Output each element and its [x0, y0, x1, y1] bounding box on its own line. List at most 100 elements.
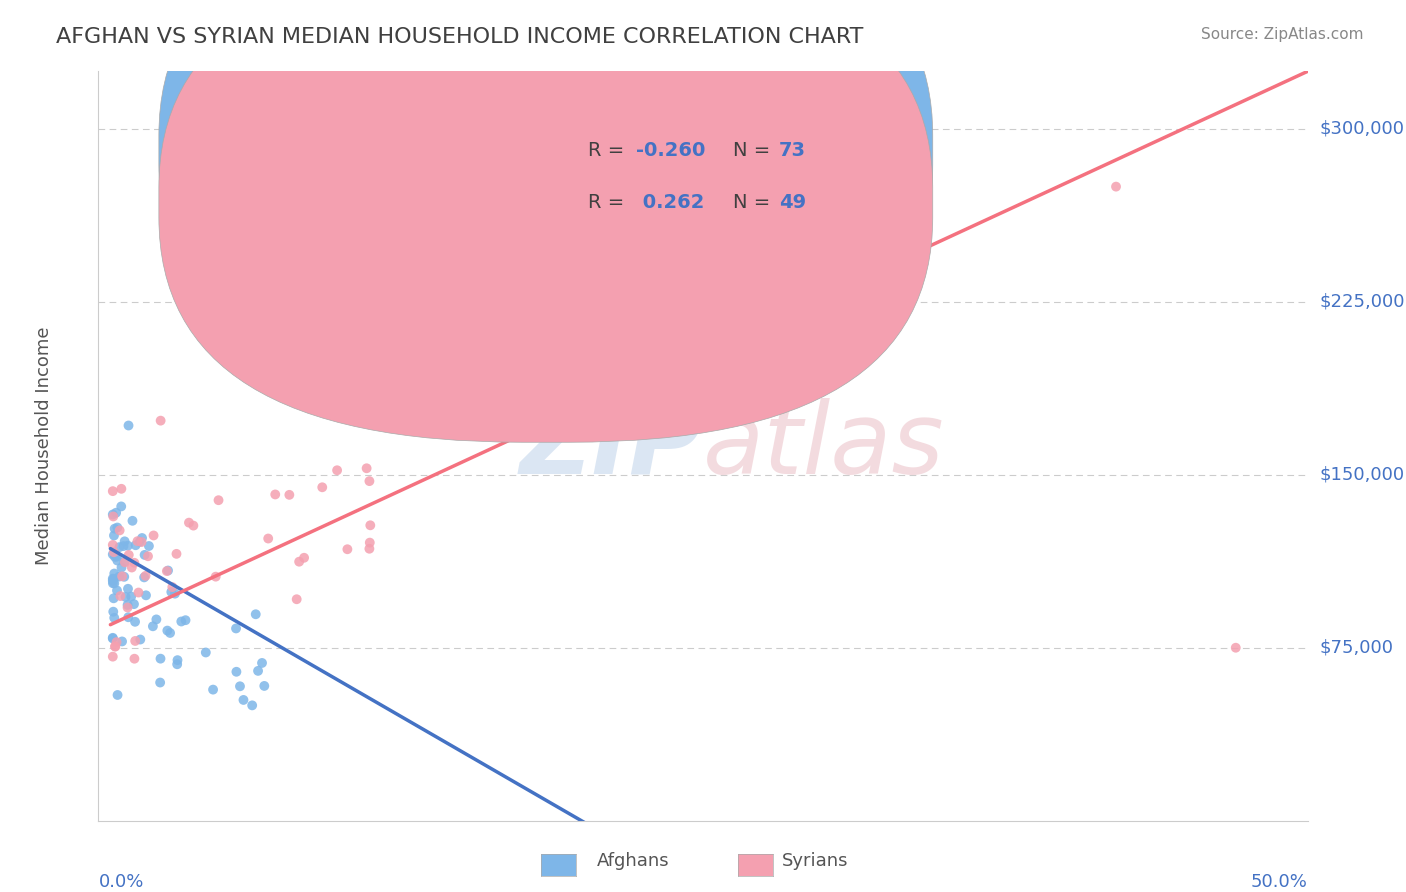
- Point: [117, 582, 139, 596]
- Point: [225, 622, 247, 636]
- Point: [114, 555, 136, 569]
- Point: [183, 518, 205, 533]
- Text: Afghans: Afghans: [596, 852, 669, 870]
- Point: [105, 506, 128, 520]
- Point: [103, 611, 125, 625]
- Point: [105, 549, 128, 564]
- Point: [177, 516, 200, 530]
- Point: [111, 634, 134, 648]
- Text: 73: 73: [779, 141, 806, 160]
- Point: [101, 572, 124, 586]
- Point: [225, 665, 247, 679]
- Point: [134, 570, 156, 584]
- Point: [103, 572, 125, 586]
- Point: [104, 640, 127, 654]
- Point: [117, 610, 139, 624]
- Point: [288, 555, 311, 569]
- Point: [311, 480, 333, 494]
- Point: [101, 574, 124, 588]
- Point: [136, 549, 159, 564]
- Point: [114, 534, 136, 549]
- Text: 49: 49: [779, 193, 806, 212]
- Text: -0.260: -0.260: [637, 141, 706, 160]
- Text: Median Household Income: Median Household Income: [35, 326, 53, 566]
- Point: [103, 545, 125, 559]
- Text: R =: R =: [588, 193, 631, 212]
- Point: [124, 651, 146, 665]
- Point: [128, 585, 150, 599]
- Point: [1105, 179, 1128, 194]
- Point: [285, 592, 308, 607]
- Point: [166, 657, 188, 672]
- Point: [160, 585, 183, 599]
- Point: [120, 590, 142, 604]
- Text: $75,000: $75,000: [1320, 639, 1393, 657]
- Point: [135, 588, 157, 602]
- Point: [326, 463, 349, 477]
- FancyBboxPatch shape: [485, 128, 921, 244]
- Point: [101, 576, 124, 591]
- Point: [1225, 640, 1247, 655]
- Point: [105, 583, 128, 598]
- Point: [124, 634, 146, 648]
- Text: $225,000: $225,000: [1320, 293, 1405, 311]
- Point: [336, 542, 359, 557]
- Point: [118, 548, 141, 562]
- Point: [127, 534, 149, 549]
- Point: [149, 675, 172, 690]
- Point: [108, 569, 131, 583]
- Text: Syrians: Syrians: [782, 852, 849, 870]
- Point: [101, 649, 124, 664]
- Point: [240, 698, 263, 713]
- Point: [112, 570, 135, 584]
- Point: [207, 493, 229, 508]
- Point: [124, 615, 146, 629]
- Point: [257, 532, 280, 546]
- Point: [124, 538, 146, 552]
- Point: [101, 632, 124, 646]
- Point: [278, 488, 301, 502]
- Point: [250, 656, 273, 670]
- Point: [264, 487, 287, 501]
- Point: [110, 500, 132, 514]
- Point: [105, 635, 128, 649]
- Point: [162, 580, 184, 594]
- Text: 50.0%: 50.0%: [1251, 873, 1308, 891]
- Point: [229, 679, 252, 693]
- Point: [103, 576, 125, 591]
- FancyBboxPatch shape: [159, 0, 932, 442]
- Text: $300,000: $300,000: [1320, 120, 1405, 138]
- Point: [142, 528, 165, 542]
- Text: 0.262: 0.262: [637, 193, 704, 212]
- Point: [108, 524, 131, 538]
- Point: [108, 540, 131, 554]
- Text: R =: R =: [588, 141, 631, 160]
- Point: [359, 474, 381, 488]
- Text: ZIP: ZIP: [520, 398, 703, 494]
- Point: [114, 590, 136, 604]
- Point: [104, 640, 127, 654]
- Point: [112, 539, 135, 553]
- Point: [117, 418, 139, 433]
- Point: [103, 591, 125, 606]
- Text: Source: ZipAtlas.com: Source: ZipAtlas.com: [1201, 27, 1364, 42]
- Point: [247, 664, 270, 678]
- Point: [359, 518, 381, 533]
- Point: [156, 624, 179, 638]
- Point: [114, 555, 136, 569]
- Point: [149, 414, 172, 428]
- Point: [129, 632, 152, 647]
- FancyBboxPatch shape: [159, 0, 932, 390]
- Point: [174, 613, 197, 627]
- Point: [103, 528, 125, 542]
- Text: $150,000: $150,000: [1320, 466, 1405, 483]
- Point: [103, 605, 125, 619]
- Point: [101, 508, 124, 522]
- Point: [166, 653, 188, 667]
- Point: [166, 547, 188, 561]
- Point: [134, 548, 156, 562]
- Point: [145, 612, 167, 626]
- Point: [117, 600, 139, 615]
- Point: [157, 564, 180, 578]
- Point: [124, 556, 146, 570]
